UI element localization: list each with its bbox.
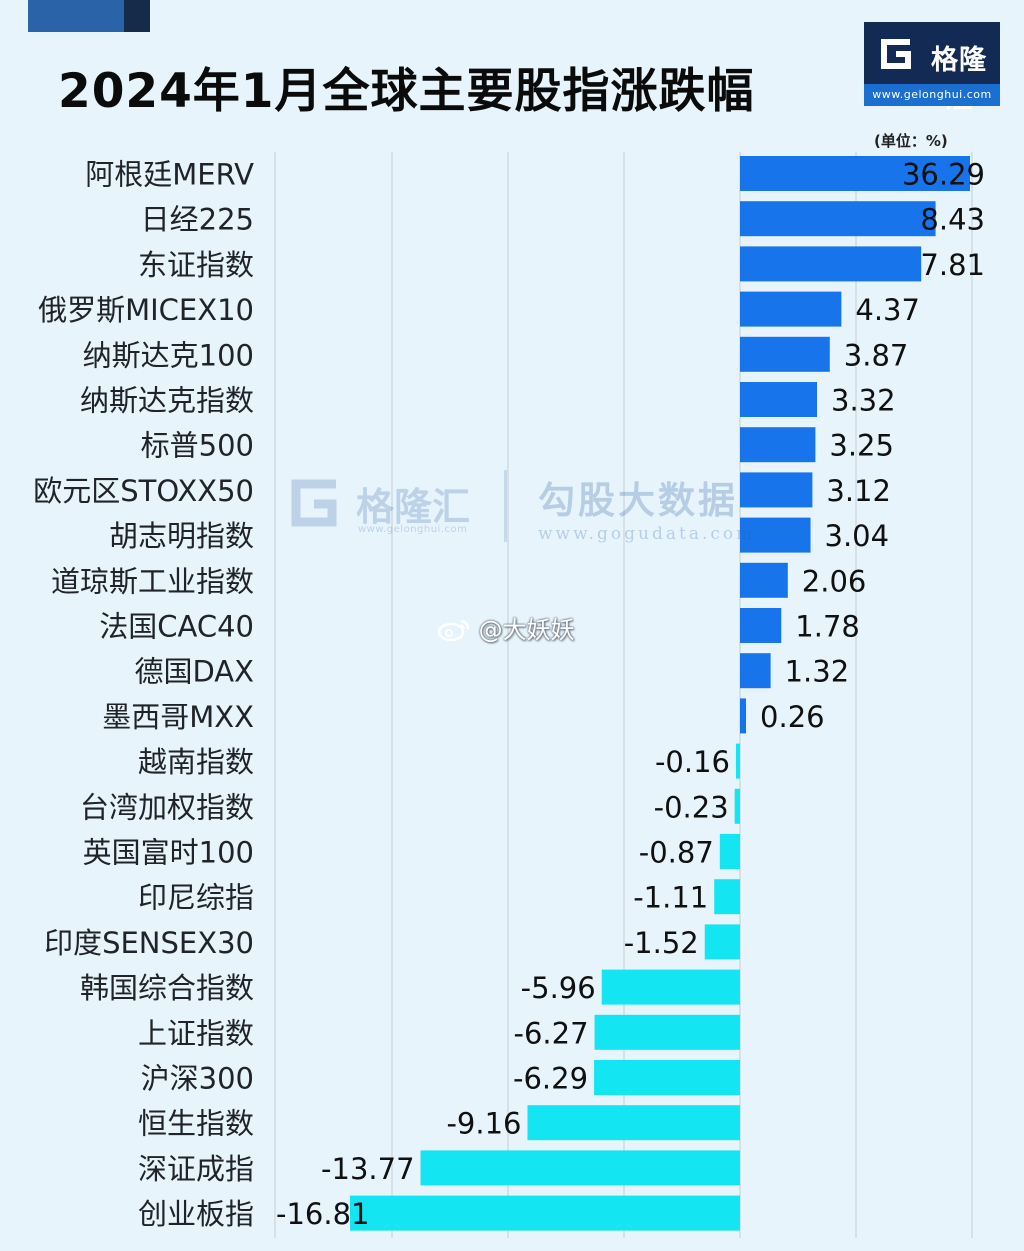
value-label: -6.29	[513, 1062, 588, 1096]
category-label: 纳斯达克100	[83, 338, 254, 372]
weibo-handle: @大妖妖	[478, 616, 575, 644]
value-label: -0.16	[655, 745, 730, 779]
value-label: -0.23	[654, 790, 729, 824]
value-label: 3.12	[826, 474, 891, 508]
bar	[704, 924, 740, 960]
bar	[736, 743, 740, 779]
bar	[740, 336, 830, 372]
watermark-separator	[504, 470, 507, 542]
value-label: -16.81	[276, 1197, 370, 1231]
bar	[740, 382, 818, 417]
category-label: 英国富时100	[83, 836, 254, 870]
value-label: 1.32	[785, 655, 850, 689]
value-label: -0.87	[639, 836, 714, 870]
watermark-g-icon	[291, 479, 337, 527]
category-label: 上证指数	[138, 1016, 254, 1050]
weibo-icon	[437, 619, 470, 642]
bar	[740, 472, 813, 508]
bar	[740, 562, 788, 598]
category-label: 墨西哥MXX	[102, 700, 254, 734]
value-label: 0.26	[760, 700, 825, 734]
gelonghui-logo: 格隆汇 www.gelonghui.com	[864, 22, 1000, 115]
watermark-gogu-url: www.gogudata.com	[538, 524, 756, 544]
unit-label: (单位：%)	[874, 132, 948, 150]
bar	[734, 788, 740, 824]
logo-url: www.gelonghui.com	[864, 84, 1000, 106]
category-label: 胡志明指数	[109, 519, 254, 553]
category-label: 印尼综指	[138, 881, 254, 915]
weibo-watermark: @大妖妖	[437, 610, 575, 645]
bars	[350, 156, 970, 1231]
bar	[350, 1195, 740, 1231]
gogu-watermark: 勾股大数据 www.gogudata.com	[538, 470, 755, 544]
category-label: 阿根廷MERV	[85, 158, 254, 192]
category-label: 深证成指	[138, 1152, 254, 1186]
bar	[740, 156, 970, 191]
bar	[594, 1014, 740, 1050]
category-label: 创业板指	[138, 1197, 254, 1231]
category-label: 沪深300	[141, 1062, 254, 1096]
value-label: 3.04	[825, 519, 890, 553]
value-label: 1.78	[795, 610, 860, 644]
value-label: 3.87	[844, 338, 909, 372]
top-accent-bar	[28, 0, 124, 32]
gelonghui-g-icon	[881, 39, 911, 69]
page-title: 2024年1月全球主要股指涨跌幅	[58, 64, 755, 119]
category-label: 日经225	[141, 203, 254, 237]
value-label: 7.81	[920, 248, 985, 282]
bar	[594, 1060, 740, 1095]
value-label: 4.37	[855, 293, 920, 327]
watermark-gelonghui-url: www.gelonghui.com	[358, 524, 468, 535]
value-label: -6.27	[513, 1016, 588, 1050]
grid-lines	[274, 152, 973, 1238]
value-label: 36.29	[902, 158, 985, 192]
category-label: 纳斯达克指数	[80, 384, 254, 418]
category-label: 印度SENSEX30	[44, 926, 254, 960]
gelonghui-watermark: 格隆汇 www.gelonghui.com	[286, 474, 476, 544]
watermark-gogu-name: 勾股大数据	[538, 479, 738, 522]
value-label: 3.32	[831, 384, 896, 418]
category-label: 台湾加权指数	[80, 790, 254, 824]
category-label: 道琼斯工业指数	[51, 564, 254, 598]
bar	[740, 698, 747, 734]
bar	[740, 608, 782, 643]
bar	[740, 517, 811, 553]
category-label: 东证指数	[138, 248, 254, 282]
category-label: 德国DAX	[134, 655, 254, 689]
top-accent-bar-dark	[124, 0, 150, 32]
category-label: 法国CAC40	[99, 610, 254, 644]
category-label: 韩国综合指数	[80, 971, 254, 1005]
bar	[719, 834, 740, 869]
category-label: 标普500	[141, 429, 254, 463]
category-label: 越南指数	[138, 745, 254, 779]
watermark-gelonghui-name: 格隆汇	[356, 485, 471, 529]
category-label: 欧元区STOXX50	[33, 474, 254, 508]
bar	[527, 1105, 740, 1141]
value-label: -5.96	[521, 971, 596, 1005]
value-label: 2.06	[802, 564, 867, 598]
value-label: -9.16	[446, 1107, 521, 1141]
bar	[714, 879, 740, 915]
value-label: 8.43	[920, 203, 985, 237]
bar	[601, 969, 740, 1005]
bar	[740, 653, 771, 689]
bar	[420, 1150, 740, 1186]
category-label: 俄罗斯MICEX10	[38, 293, 254, 327]
value-label: 3.25	[829, 429, 894, 463]
bar	[740, 201, 936, 237]
bar	[740, 291, 842, 327]
bar	[740, 427, 816, 463]
value-label: -1.11	[633, 881, 708, 915]
bar	[740, 246, 922, 282]
value-labels: 36.29 8.43 7.814.37 3.87 3.32 3.25 3.12 3.04 2.0…	[276, 158, 985, 1232]
value-label: -1.52	[624, 926, 699, 960]
value-label: -13.77	[321, 1152, 415, 1186]
category-label: 恒生指数	[138, 1107, 254, 1141]
